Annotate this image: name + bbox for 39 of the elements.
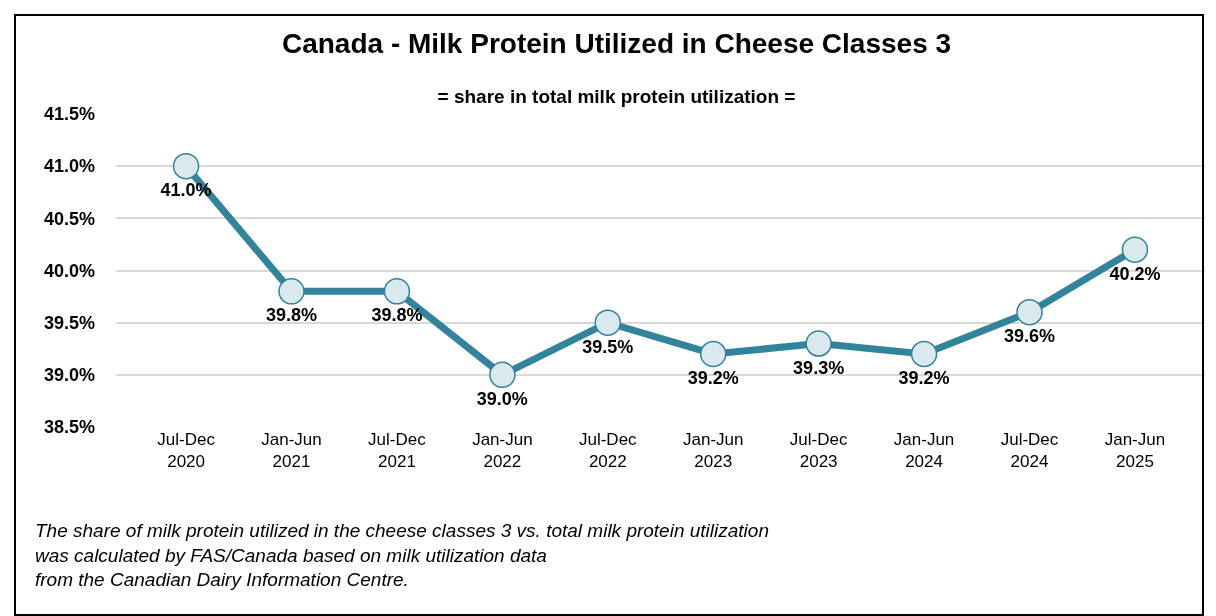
x-tick-label: Jan-Jun 2021 bbox=[261, 430, 322, 472]
chart-title: Canada - Milk Protein Utilized in Cheese Classes 3 bbox=[281, 28, 952, 60]
point bbox=[910, 340, 938, 368]
y-tick-label: 38.5% bbox=[43, 417, 95, 438]
point bbox=[805, 330, 832, 357]
y-tick-label: 40.5% bbox=[43, 208, 95, 229]
x-tick-label: Jan-Jun 2022 bbox=[472, 430, 533, 472]
point bbox=[594, 309, 622, 336]
x-tick-label: Jul-Dec 2021 bbox=[368, 430, 427, 472]
chart-subtitle: = share in total milk protein utilization = bbox=[437, 86, 796, 108]
y-tick-label: 41.5% bbox=[43, 104, 95, 125]
x-tick-label: Jan-Jun 2024 bbox=[893, 430, 955, 472]
text: 39.8% bbox=[265, 305, 318, 326]
x-tick-label: Jul-Dec 2020 bbox=[157, 430, 216, 472]
text: 39.6% bbox=[1003, 326, 1056, 347]
text: 39.2% bbox=[687, 368, 739, 389]
text: 39.0% bbox=[476, 388, 528, 409]
point bbox=[489, 361, 516, 389]
point bbox=[383, 278, 411, 305]
text: 39.3% bbox=[793, 357, 845, 378]
x-tick-label: Jan-Jun 2023 bbox=[682, 430, 744, 472]
y-tick-label: 40.0% bbox=[43, 260, 95, 281]
x-tick-label: Jan-Jun 2025 bbox=[1104, 430, 1166, 472]
x-tick-label: Jul-Dec 2024 bbox=[1000, 430, 1059, 472]
point bbox=[278, 278, 305, 305]
x-tick-label: Jul-Dec 2022 bbox=[578, 430, 638, 472]
text: 39.8% bbox=[371, 305, 423, 326]
point bbox=[1016, 298, 1043, 326]
text: 40.2% bbox=[1109, 263, 1161, 284]
y-tick-label: 41.0% bbox=[43, 156, 95, 177]
point bbox=[1121, 236, 1149, 263]
text: 39.5% bbox=[582, 336, 634, 357]
point bbox=[172, 152, 200, 180]
y-tick-label: 39.0% bbox=[43, 365, 95, 386]
text: 39.2% bbox=[898, 368, 950, 389]
x-tick-label: Jul-Dec 2023 bbox=[789, 430, 848, 472]
text: The share of milk protein utilized in the cheese classes 3 vs. total milk protein utilization was calculated by FAS/Canada based on milk utilization data from the Canadian Dairy Information Centre. bbox=[35, 520, 769, 591]
y-tick-label: 39.5% bbox=[43, 312, 95, 333]
point bbox=[699, 340, 727, 368]
